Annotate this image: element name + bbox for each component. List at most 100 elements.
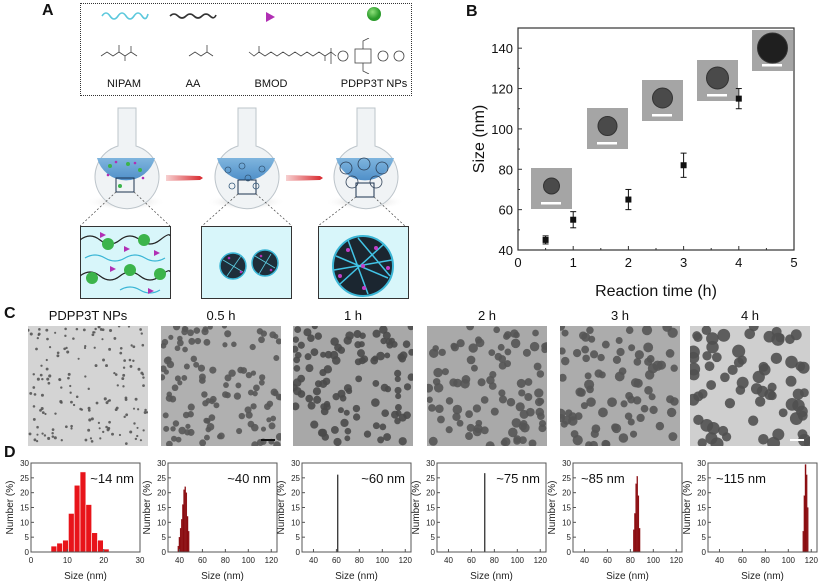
flask-1 [86, 107, 166, 210]
svg-text:30: 30 [562, 459, 571, 468]
svg-text:20: 20 [20, 489, 29, 498]
svg-text:0: 0 [431, 548, 436, 557]
svg-text:25: 25 [291, 474, 300, 483]
zoom-box-monomers [80, 226, 171, 299]
svg-text:15: 15 [20, 504, 29, 513]
tem-inset [531, 168, 572, 209]
svg-text:0: 0 [162, 548, 167, 557]
size-histogram: 0 5 10 15 20 25 30 40 60 80 100 120 Size (nm) Number … [682, 459, 818, 582]
zoom-box-large-nanogel [318, 226, 409, 299]
svg-text:80: 80 [626, 556, 635, 565]
svg-text:3: 3 [680, 255, 687, 270]
data-point [680, 152, 687, 178]
svg-text:100: 100 [782, 556, 796, 565]
svg-text:100: 100 [491, 122, 513, 137]
svg-text:5: 5 [25, 533, 30, 542]
svg-text:5: 5 [702, 533, 707, 542]
svg-text:20: 20 [562, 489, 571, 498]
tem-image [427, 326, 547, 446]
size-histogram: 0 5 10 15 20 25 30 40 60 80 100 120 Size (nm) Number … [276, 459, 413, 582]
svg-text:15: 15 [562, 504, 571, 513]
svg-text:10: 10 [426, 518, 435, 527]
svg-text:20: 20 [157, 489, 166, 498]
svg-text:80: 80 [761, 556, 770, 565]
svg-text:30: 30 [20, 459, 29, 468]
svg-text:25: 25 [697, 474, 706, 483]
data-point [625, 188, 632, 211]
svg-text:25: 25 [157, 474, 166, 483]
svg-text:100: 100 [647, 556, 661, 565]
svg-text:~60 nm: ~60 nm [361, 471, 405, 486]
svg-text:20: 20 [99, 556, 108, 565]
svg-text:80: 80 [490, 556, 499, 565]
svg-text:~40 nm: ~40 nm [227, 471, 271, 486]
svg-text:Number (%): Number (%) [682, 481, 693, 535]
svg-text:40: 40 [499, 243, 513, 258]
magenta-triangle-icon [266, 12, 275, 22]
svg-text:40: 40 [444, 556, 453, 565]
panel-label-c: C [4, 305, 16, 322]
svg-text:~115 nm: ~115 nm [716, 471, 766, 486]
svg-text:Number (%): Number (%) [142, 481, 153, 535]
tem-image [161, 326, 281, 446]
svg-text:40: 40 [580, 556, 589, 565]
svg-text:10: 10 [697, 518, 706, 527]
svg-text:~75 nm: ~75 nm [496, 471, 540, 486]
svg-text:~14 nm: ~14 nm [90, 471, 134, 486]
svg-text:Size (nm): Size (nm) [606, 571, 649, 582]
svg-text:15: 15 [157, 504, 166, 513]
component-name-bmod: BMOD [254, 78, 288, 90]
svg-text:Reaction time (h): Reaction time (h) [595, 283, 717, 300]
svg-text:0: 0 [702, 548, 707, 557]
svg-text:5: 5 [296, 533, 301, 542]
svg-text:40: 40 [715, 556, 724, 565]
svg-text:10: 10 [20, 518, 29, 527]
tem-image-title: 2 h [477, 308, 497, 323]
svg-text:1: 1 [570, 255, 577, 270]
size-histogram: 0 5 10 15 20 25 30 40 60 80 100 120 Size (nm) Number … [142, 459, 278, 582]
svg-text:~85 nm: ~85 nm [581, 471, 625, 486]
svg-text:0: 0 [29, 556, 34, 565]
tem-inset [697, 60, 738, 101]
data-point [735, 88, 742, 110]
svg-text:60: 60 [738, 556, 747, 565]
svg-text:Number (%): Number (%) [276, 481, 287, 535]
svg-text:25: 25 [562, 474, 571, 483]
svg-text:60: 60 [499, 203, 513, 218]
svg-text:30: 30 [426, 459, 435, 468]
svg-text:120: 120 [399, 556, 413, 565]
svg-text:30: 30 [157, 459, 166, 468]
svg-text:5: 5 [790, 255, 797, 270]
component-name-aa: AA [185, 78, 201, 90]
component-name-pdpp3t: PDPP3T NPs [340, 78, 408, 90]
tem-image-title: 1 h [343, 308, 363, 323]
svg-text:25: 25 [20, 474, 29, 483]
svg-text:10: 10 [291, 518, 300, 527]
svg-text:15: 15 [426, 504, 435, 513]
svg-text:30: 30 [136, 556, 145, 565]
component-name-nipam: NIPAM [106, 78, 142, 90]
svg-text:20: 20 [426, 489, 435, 498]
svg-text:0: 0 [567, 548, 572, 557]
svg-text:Number (%): Number (%) [5, 481, 16, 535]
svg-text:Size (nm): Size (nm) [335, 571, 378, 582]
svg-text:Size (nm): Size (nm) [64, 571, 107, 582]
svg-text:80: 80 [355, 556, 364, 565]
panel-label-d: D [4, 444, 16, 461]
tem-image-title: 4 h [740, 308, 760, 323]
svg-text:2: 2 [625, 255, 632, 270]
chemical-structures [100, 38, 405, 74]
black-wavy-chain-icon [169, 13, 217, 19]
zoom-box-small-nanogels [201, 226, 292, 299]
cyan-wavy-chain-icon [101, 12, 149, 20]
size-histogram: 0 5 10 15 20 25 30 40 60 80 100 120 Size (nm) Number … [547, 459, 683, 582]
size-histogram: 0 5 10 15 20 25 30 0 10 20 30 Size (nm) Number (%) ~1… [5, 459, 145, 582]
svg-text:20: 20 [291, 489, 300, 498]
panel-label-b: B [466, 3, 478, 20]
svg-text:10: 10 [562, 518, 571, 527]
svg-text:100: 100 [242, 556, 256, 565]
tem-image-title: 0.5 h [206, 308, 236, 323]
synthesis-scheme [80, 107, 406, 227]
data-point [542, 235, 549, 245]
svg-text:100: 100 [511, 556, 525, 565]
